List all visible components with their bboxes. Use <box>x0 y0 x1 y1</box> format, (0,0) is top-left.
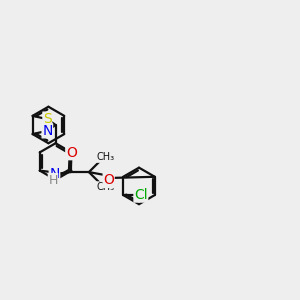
Text: CH₃: CH₃ <box>96 182 115 192</box>
Text: N: N <box>49 167 60 181</box>
Text: Cl: Cl <box>134 188 148 202</box>
Text: S: S <box>43 112 52 126</box>
Text: O: O <box>103 173 114 187</box>
Text: N: N <box>42 124 52 138</box>
Text: H: H <box>48 173 58 187</box>
Text: CH₃: CH₃ <box>96 152 115 162</box>
Text: O: O <box>66 146 77 160</box>
